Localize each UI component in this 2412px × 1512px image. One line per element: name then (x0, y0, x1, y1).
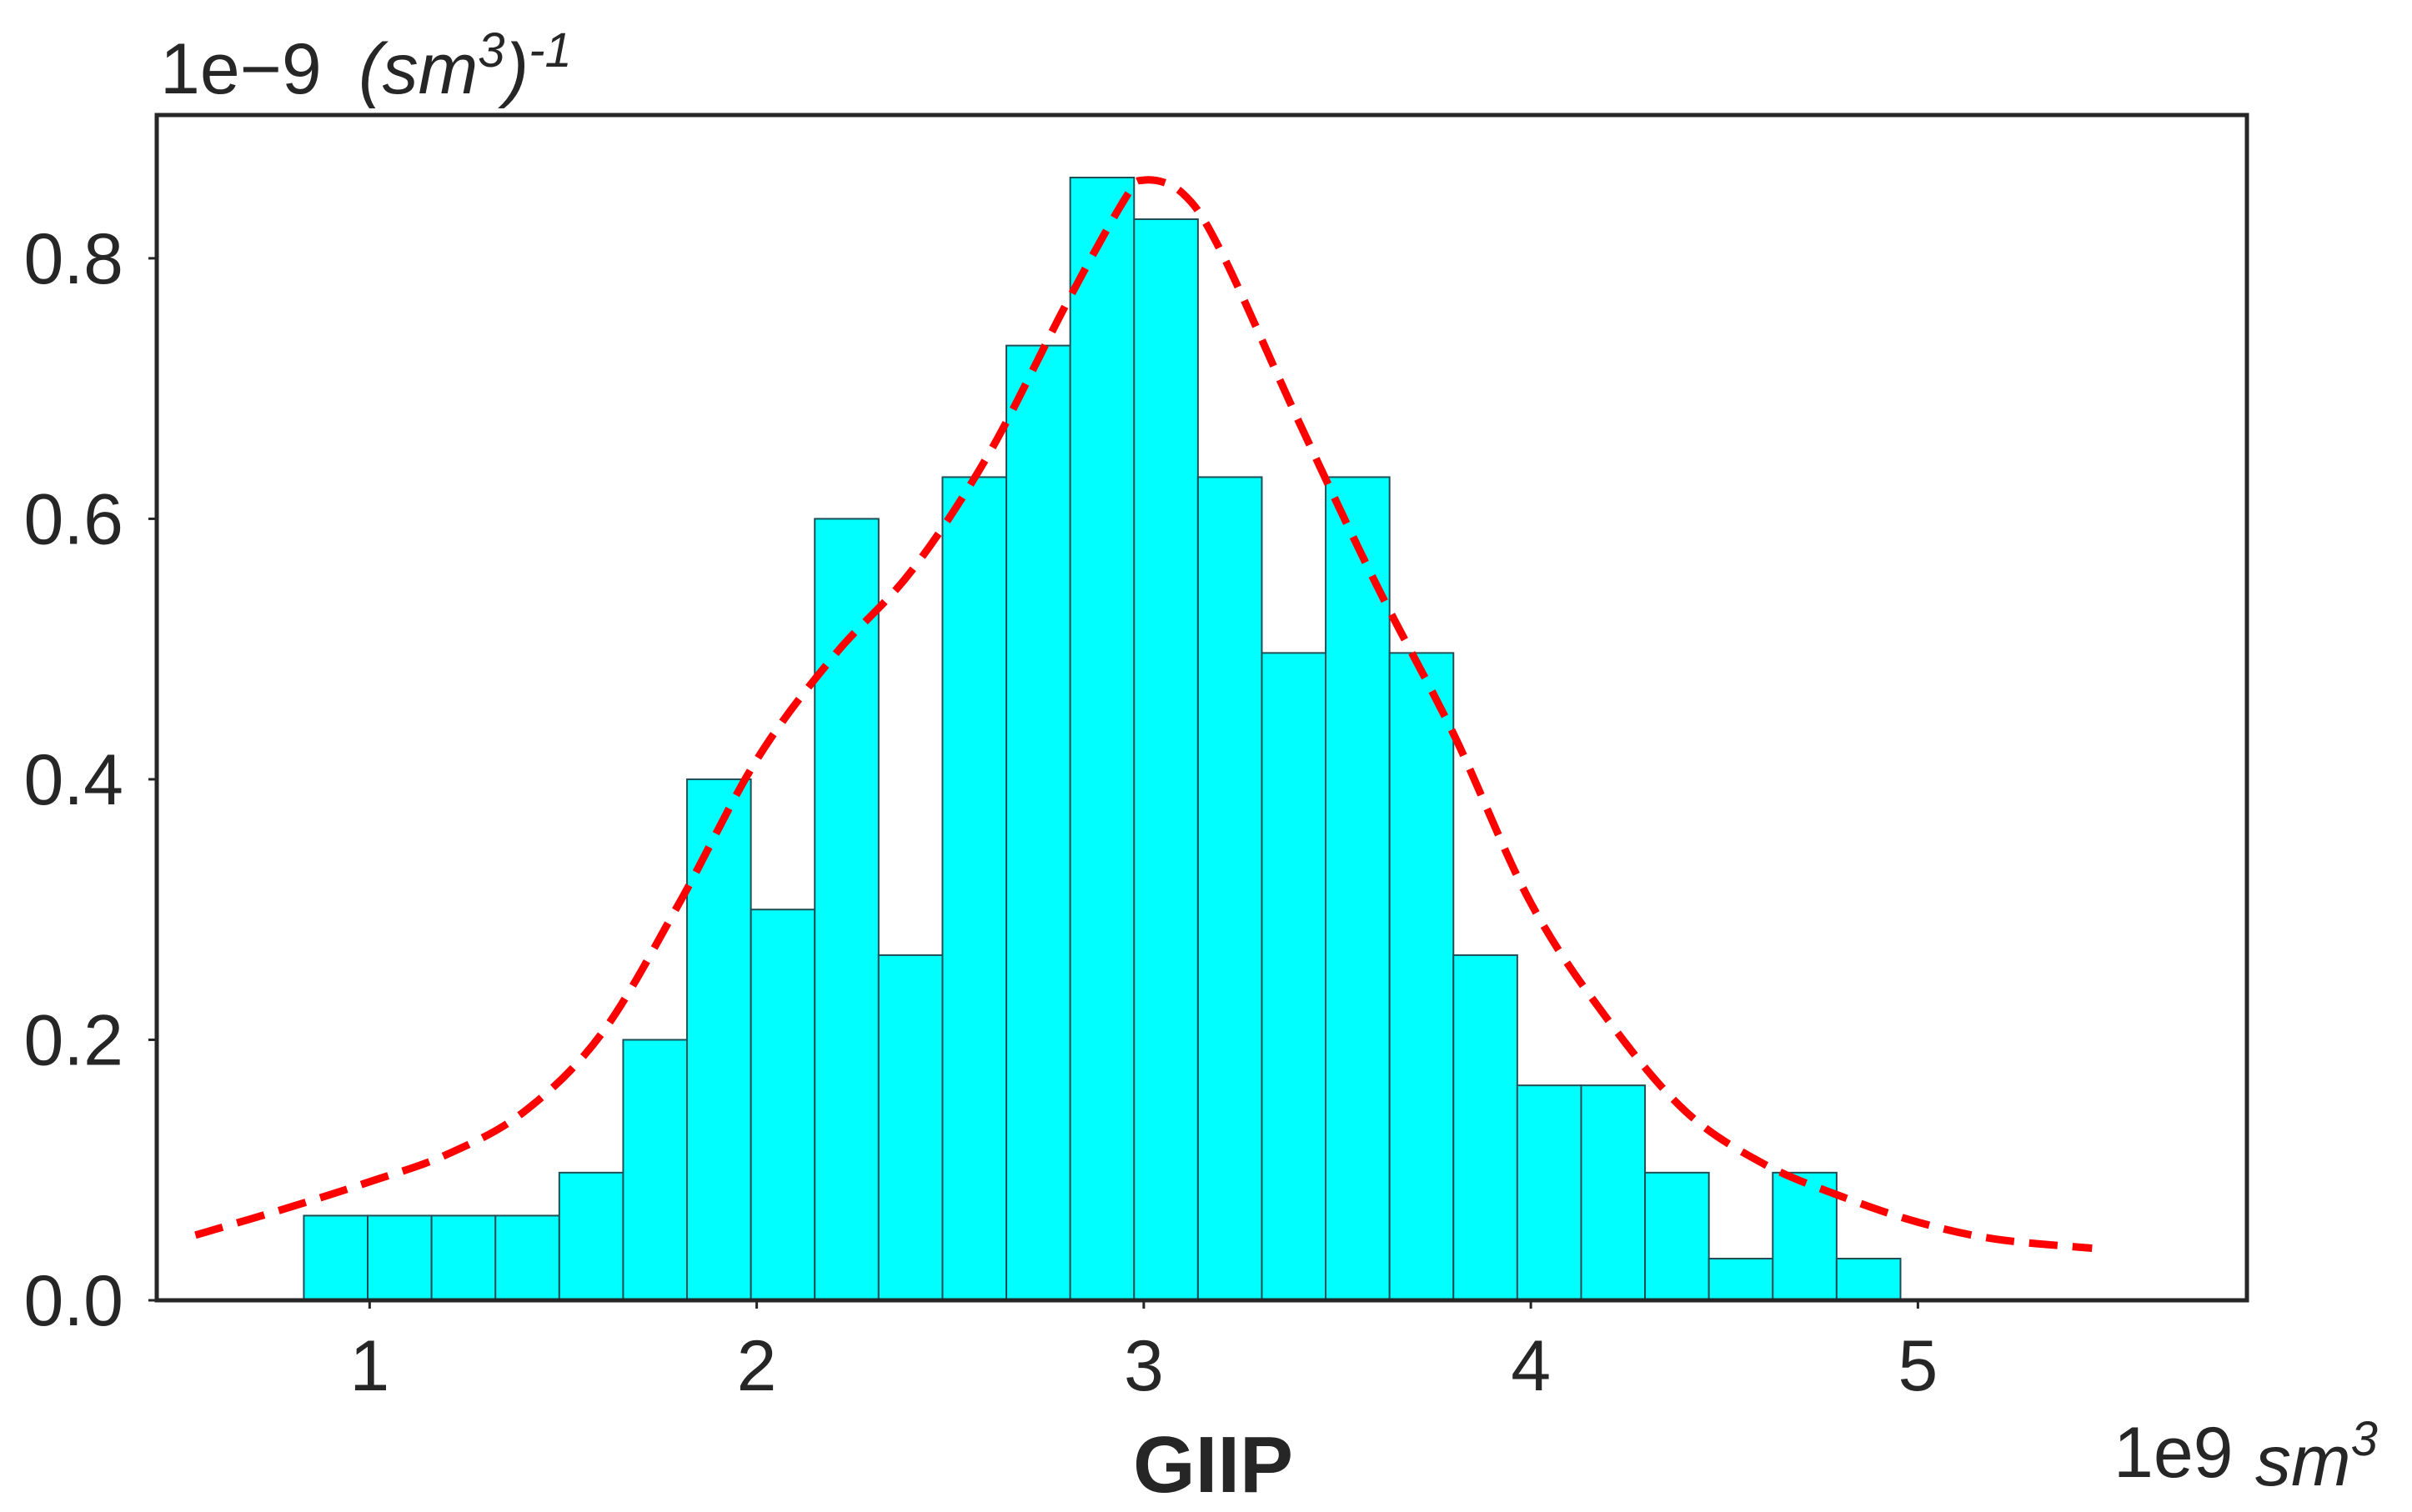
histogram-bar (1069, 177, 1136, 1301)
y-unit-base: (sm (359, 29, 478, 109)
histogram-bar (877, 954, 944, 1302)
y-tick-label: 0.6 (23, 479, 123, 559)
x-offset-label: 1e9 (2114, 1413, 2234, 1493)
x-unit-base: sm (2255, 1421, 2351, 1501)
x-tick-label: 4 (1511, 1326, 1551, 1406)
density-curve (194, 176, 2093, 1252)
histogram-bar (558, 1171, 624, 1302)
y-tick-label: 0.2 (23, 1000, 123, 1080)
x-tick-label: 2 (737, 1326, 777, 1406)
x-tick-label: 5 (1898, 1326, 1938, 1406)
histogram-bar (1644, 1171, 1710, 1302)
x-unit-label: sm3 (2255, 1412, 2378, 1501)
density-curve-layer (194, 176, 2093, 1252)
histogram-bar (1005, 344, 1071, 1302)
x-axis-title: GIIP (1133, 1420, 1293, 1509)
histogram-bar (1261, 652, 1327, 1301)
y-tick-label: 0.8 (23, 219, 123, 299)
histogram-bar (686, 778, 752, 1301)
x-unit-superscript: 3 (2351, 1412, 2378, 1466)
histogram-bar (430, 1214, 497, 1302)
histogram-bar (1325, 476, 1391, 1301)
histogram-bar (750, 909, 816, 1301)
histogram-bar (1516, 1084, 1582, 1301)
histogram-bar (1580, 1084, 1647, 1301)
histogram-bar (1835, 1257, 1902, 1301)
histogram-bar (1452, 954, 1518, 1302)
x-tick-label: 3 (1124, 1326, 1164, 1406)
y-offset-label: 1e−9 (160, 29, 322, 109)
y-unit-superscript: 3 (478, 23, 504, 78)
y-unit-label: (sm3)-1 (359, 23, 572, 109)
histogram-bar (622, 1039, 689, 1301)
y-unit-exponent: -1 (529, 23, 572, 78)
histogram-bar (1133, 218, 1199, 1301)
histogram-bar (814, 518, 880, 1301)
y-ticks: 0.0 0.2 0.4 0.6 0.8 (23, 219, 157, 1341)
histogram-bar (303, 1214, 369, 1302)
y-tick-label: 0.4 (23, 740, 123, 820)
histogram-bar (1707, 1257, 1774, 1301)
y-tick-label: 0.0 (23, 1261, 123, 1341)
x-ticks: 1 2 3 4 5 (349, 1300, 1938, 1406)
histogram-bar (1388, 652, 1455, 1301)
histogram-bar (941, 476, 1008, 1301)
histogram-bar (367, 1214, 433, 1302)
x-tick-label: 1 (349, 1326, 389, 1406)
histogram-bar (1196, 476, 1263, 1301)
histogram-bars (303, 177, 1902, 1302)
plot-frame (154, 113, 2249, 1303)
histogram-bar (494, 1214, 560, 1302)
